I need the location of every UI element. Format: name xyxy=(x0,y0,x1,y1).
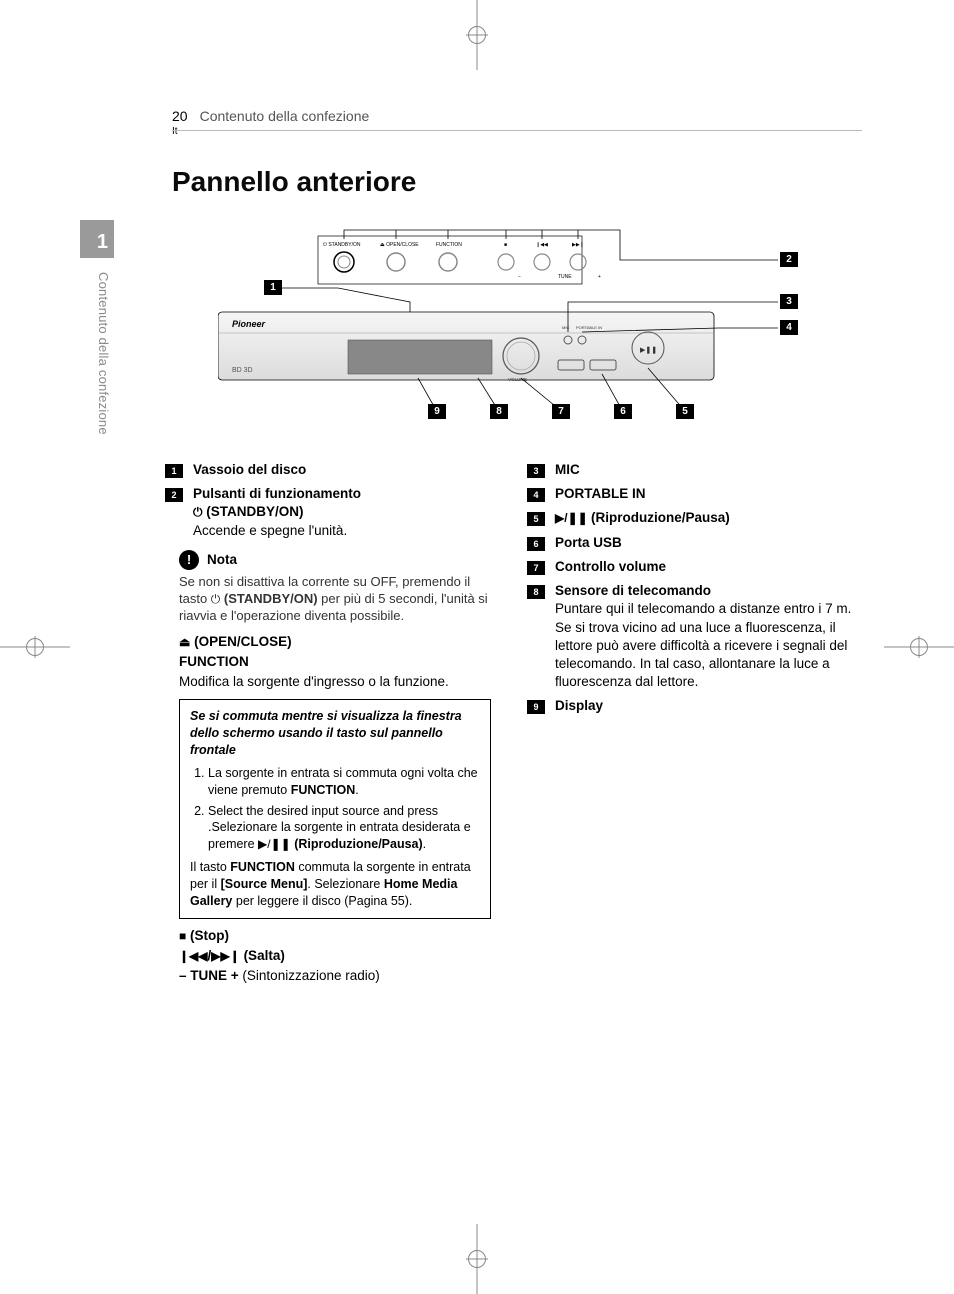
svg-text:BD 3D: BD 3D xyxy=(232,367,253,374)
item-4: 4 PORTABLE IN xyxy=(527,485,853,503)
function-desc: Modifica la sorgente d'ingresso o la fun… xyxy=(179,673,491,691)
stop-label: ■ (Stop) xyxy=(179,927,491,945)
standby-label: ⏻ (STANDBY/ON) xyxy=(193,503,491,521)
svg-text:VOLUME: VOLUME xyxy=(508,377,527,382)
item-5: 5 ▶/❚❚ (Riproduzione/Pausa) xyxy=(527,509,853,527)
callout-9: 9 xyxy=(428,404,446,419)
svg-text:⏏ OPEN/CLOSE: ⏏ OPEN/CLOSE xyxy=(380,242,419,248)
item-num-5: 5 xyxy=(527,512,545,526)
crop-cross-left xyxy=(24,636,46,658)
item-9-title: Display xyxy=(555,698,603,713)
svg-text:▶❚❚: ▶❚❚ xyxy=(640,346,657,354)
item-num-2: 2 xyxy=(165,488,183,502)
note-header: ! Nota xyxy=(179,550,491,570)
svg-text:▶▶❙: ▶▶❙ xyxy=(572,242,584,248)
item-7: 7 Controllo volume xyxy=(527,558,853,576)
item-num-9: 9 xyxy=(527,700,545,714)
svg-text:⏻ STANDBY/ON: ⏻ STANDBY/ON xyxy=(323,242,361,248)
box-li-2: Select the desired input source and pres… xyxy=(208,803,480,854)
tune-label: – TUNE + (Sintonizzazione radio) xyxy=(179,967,491,985)
item-1: 1 Vassoio del disco xyxy=(165,461,491,479)
note-badge-icon: ! xyxy=(179,550,199,570)
callout-8: 8 xyxy=(490,404,508,419)
item-8: 8 Sensore di telecomando Puntare qui il … xyxy=(527,582,853,691)
svg-text:Pioneer: Pioneer xyxy=(232,319,266,329)
box-li-1: La sorgente in entrata si commuta ogni v… xyxy=(208,765,480,799)
item-7-title: Controllo volume xyxy=(555,559,666,574)
item-num-1: 1 xyxy=(165,464,183,478)
callout-4: 4 xyxy=(780,320,798,335)
item-5-title: ▶/❚❚ (Riproduzione/Pausa) xyxy=(555,510,730,525)
item-num-6: 6 xyxy=(527,537,545,551)
item-6: 6 Porta USB xyxy=(527,534,853,552)
right-column: 3 MIC 4 PORTABLE IN 5 ▶/❚❚ (Riproduzione… xyxy=(527,455,853,987)
crop-cross-bottom xyxy=(466,1248,488,1270)
item-3-title: MIC xyxy=(555,462,580,477)
crop-cross-top xyxy=(466,24,488,46)
function-label: FUNCTION xyxy=(179,653,491,671)
note-label: Nota xyxy=(207,551,237,569)
item-num-4: 4 xyxy=(527,488,545,502)
callout-2: 2 xyxy=(780,252,798,267)
box-footer: Il tasto FUNCTION commuta la sorgente in… xyxy=(190,859,480,910)
callout-3: 3 xyxy=(780,294,798,309)
item-3: 3 MIC xyxy=(527,461,853,479)
box-list: La sorgente in entrata si commuta ogni v… xyxy=(208,765,480,853)
page-title: Pannello anteriore xyxy=(172,166,416,198)
callout-6: 6 xyxy=(614,404,632,419)
box-title: Se si commuta mentre si visualizza la fi… xyxy=(190,708,480,759)
item-8-desc: Puntare qui il telecomando a distanze en… xyxy=(555,600,853,691)
section-tab: 1 xyxy=(80,220,114,258)
page-number: 20 xyxy=(172,108,188,124)
item-1-title: Vassoio del disco xyxy=(193,462,306,477)
header-rule xyxy=(172,130,862,131)
item-2-title: Pulsanti di funzionamento xyxy=(193,485,491,503)
section-tab-number: 1 xyxy=(97,231,108,254)
left-column: 1 Vassoio del disco 2 Pulsanti di funzio… xyxy=(165,455,491,987)
svg-text:−: − xyxy=(518,274,521,280)
item-9: 9 Display xyxy=(527,697,853,715)
svg-text:+: + xyxy=(598,274,601,280)
svg-text:TUNE: TUNE xyxy=(558,274,572,280)
description-columns: 1 Vassoio del disco 2 Pulsanti di funzio… xyxy=(165,455,853,987)
item-8-title: Sensore di telecomando xyxy=(555,582,853,600)
crop-cross-right xyxy=(908,636,930,658)
item-2: 2 Pulsanti di funzionamento ⏻ (STANDBY/O… xyxy=(165,485,491,540)
page: 20 Contenuto della confezione It 1 Conte… xyxy=(0,0,954,1294)
standby-desc: Accende e spegne l'unità. xyxy=(193,522,491,540)
page-header: 20 Contenuto della confezione xyxy=(172,108,369,124)
info-box: Se si commuta mentre si visualizza la fi… xyxy=(179,699,491,919)
item-6-title: Porta USB xyxy=(555,535,622,550)
diagram-svg: ⏻ STANDBY/ON ⏏ OPEN/CLOSE FUNCTION ■ ❙◀◀… xyxy=(218,228,818,428)
item-4-title: PORTABLE IN xyxy=(555,486,646,501)
svg-text:PORTABLE IN: PORTABLE IN xyxy=(576,325,602,330)
lang-tag: It xyxy=(172,126,178,137)
svg-text:■: ■ xyxy=(504,242,507,248)
open-close-label: ⏏ (OPEN/CLOSE) xyxy=(179,633,491,651)
item-num-7: 7 xyxy=(527,561,545,575)
svg-text:FUNCTION: FUNCTION xyxy=(436,242,462,248)
svg-text:❙◀◀: ❙◀◀ xyxy=(536,242,548,248)
item-num-3: 3 xyxy=(527,464,545,478)
note-text: Se non si disattiva la corrente su OFF, … xyxy=(179,574,491,625)
front-panel-diagram: ⏻ STANDBY/ON ⏏ OPEN/CLOSE FUNCTION ■ ❙◀◀… xyxy=(218,228,774,420)
callout-1: 1 xyxy=(264,280,282,295)
header-section: Contenuto della confezione xyxy=(200,108,370,124)
callout-5: 5 xyxy=(676,404,694,419)
callout-7: 7 xyxy=(552,404,570,419)
item-num-8: 8 xyxy=(527,585,545,599)
skip-label: ❙◀◀/▶▶❙ (Salta) xyxy=(179,947,491,965)
section-side-label: Contenuto della confezione xyxy=(96,272,111,435)
